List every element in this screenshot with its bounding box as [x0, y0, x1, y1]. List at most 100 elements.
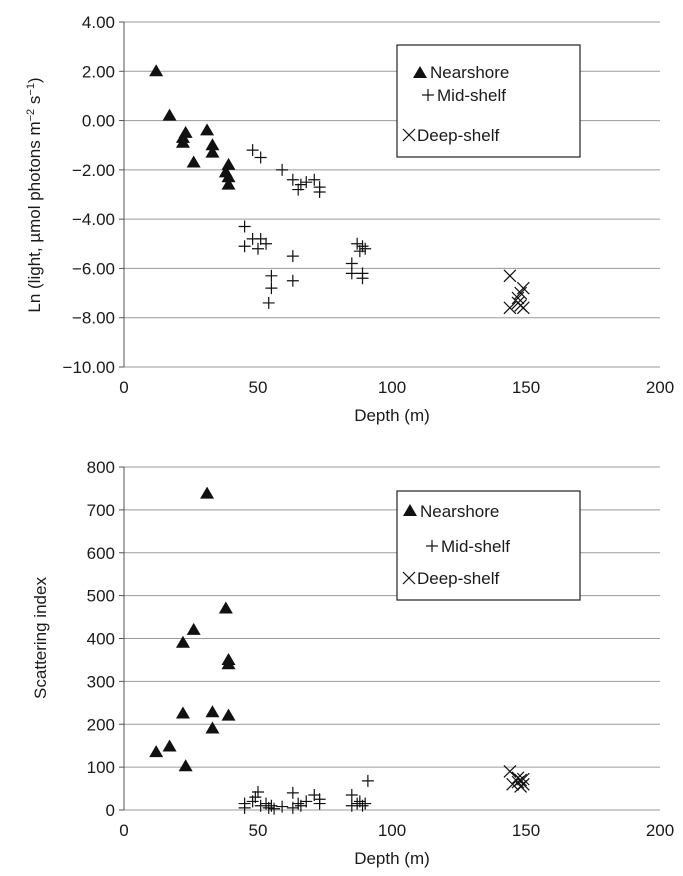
mid-shelf-point	[254, 151, 267, 164]
mid-shelf-point	[345, 788, 358, 801]
x-tick-label: 100	[378, 821, 406, 840]
y-tick-label: −4.00	[72, 210, 115, 229]
mid-shelf-point	[351, 237, 364, 250]
y-tick-label: 0.00	[82, 112, 115, 131]
legend-label-nearshore: Nearshore	[430, 63, 509, 82]
data-points	[149, 64, 530, 315]
mid-shelf-point	[254, 799, 267, 812]
legend-plus-icon	[426, 540, 438, 552]
deep-shelf-point	[516, 301, 530, 315]
mid-shelf-point	[249, 791, 262, 804]
nearshore-point	[205, 705, 220, 718]
mid-shelf-point	[286, 786, 299, 799]
legend: Nearshore Mid-shelf Deep-shelf	[396, 44, 581, 158]
y-tick-label: −10.00	[63, 358, 115, 377]
y-axis-label-end: )	[25, 77, 44, 83]
y-tick-label: −6.00	[72, 259, 115, 278]
mid-shelf-point	[286, 173, 299, 186]
mid-shelf-point	[345, 799, 358, 812]
mid-shelf-point	[300, 176, 313, 189]
mid-shelf-point	[265, 799, 278, 812]
y-axis-label-sup1: −2	[25, 109, 37, 122]
nearshore-point	[186, 155, 201, 168]
x-tick-label: 0	[119, 378, 128, 397]
y-axis-label: Ln (light, µmol photons m−2 s−1)	[25, 77, 44, 312]
nearshore-point	[205, 138, 220, 151]
legend-label-deep-shelf: Deep-shelf	[417, 569, 499, 588]
x-axis-label: Depth (m)	[354, 406, 430, 425]
x-tick-labels: 0 50 100 150 200	[119, 378, 674, 397]
mid-shelf-point	[286, 274, 299, 287]
y-tick-labels: 800 700 600 500 400 300 200 100 0	[87, 458, 115, 820]
nearshore-point	[175, 135, 190, 148]
mid-shelf-point	[268, 802, 281, 815]
nearshore-point	[200, 123, 215, 136]
mid-shelf-point	[252, 242, 264, 255]
gridlines	[119, 21, 660, 368]
mid-shelf-point	[238, 801, 251, 814]
data-points	[149, 486, 530, 815]
gridlines	[119, 466, 660, 811]
x-tick-label: 200	[646, 378, 674, 397]
deep-shelf-point	[514, 773, 528, 787]
y-tick-label: 300	[87, 672, 115, 691]
x-tick-labels: 0 50 100 150 200	[119, 821, 674, 840]
y-tick-label: 200	[87, 715, 115, 734]
y-tick-label: 0	[106, 801, 115, 820]
scattering-vs-depth-chart: 800 700 600 500 400 300 200 100 0 0 50 100 150 200 D…	[31, 458, 674, 868]
mid-shelf-point	[260, 237, 273, 250]
deep-shelf-point	[516, 772, 530, 786]
y-tick-label: 4.00	[82, 13, 115, 32]
legend-cross-icon	[402, 571, 416, 585]
nearshore-point	[205, 721, 220, 734]
mid-shelf-point	[276, 800, 289, 813]
legend-cross-icon	[402, 128, 416, 142]
nearshore-point	[178, 759, 193, 772]
nearshore-point	[149, 745, 164, 758]
mid-shelf-point	[238, 220, 251, 233]
mid-shelf-point	[356, 267, 369, 280]
nearshore-point	[205, 145, 220, 158]
nearshore-point	[186, 622, 201, 635]
x-tick-label: 150	[512, 378, 540, 397]
deep-shelf-point	[503, 764, 517, 778]
y-tick-label: 400	[87, 630, 115, 649]
mid-shelf-point	[254, 232, 267, 245]
legend-label-mid-shelf: Mid-shelf	[441, 537, 510, 556]
mid-shelf-point	[361, 774, 374, 787]
mid-shelf-point	[356, 799, 369, 812]
x-tick-label: 50	[249, 378, 268, 397]
mid-shelf-point	[356, 240, 369, 253]
mid-shelf-point	[292, 183, 305, 196]
legend-triangle-icon	[403, 504, 417, 516]
x-tick-label: 150	[512, 821, 540, 840]
nearshore-point	[221, 170, 236, 183]
mid-shelf-point	[262, 801, 275, 814]
nearshore-point	[178, 125, 193, 138]
mid-shelf-point	[265, 282, 278, 295]
legend: Nearshore Mid-shelf Deep-shelf	[396, 490, 581, 601]
nearshore-point	[200, 486, 215, 499]
mid-shelf-point	[313, 793, 326, 806]
y-tick-label: 500	[87, 587, 115, 606]
legend-plus-icon	[422, 89, 434, 101]
mid-shelf-point	[300, 795, 313, 808]
mid-shelf-point	[276, 163, 289, 176]
legend-label-mid-shelf: Mid-shelf	[437, 86, 506, 105]
nearshore-point	[221, 708, 236, 721]
mid-shelf-point	[359, 797, 372, 810]
deep-shelf-point	[516, 281, 530, 295]
mid-shelf-point	[313, 186, 326, 199]
y-tick-label: −2.00	[72, 161, 115, 180]
y-tick-labels: 4.00 2.00 0.00 −2.00 −4.00 −6.00 −8.00 −10.00	[63, 13, 115, 377]
x-axis-label: Depth (m)	[354, 849, 430, 868]
nearshore-point	[175, 635, 190, 648]
nearshore-point	[221, 657, 236, 670]
y-tick-label: 700	[87, 501, 115, 520]
nearshore-point	[162, 108, 177, 121]
mid-shelf-point	[286, 250, 299, 263]
nearshore-point	[149, 64, 164, 77]
legend-label-nearshore: Nearshore	[420, 502, 499, 521]
deep-shelf-point	[503, 269, 517, 283]
